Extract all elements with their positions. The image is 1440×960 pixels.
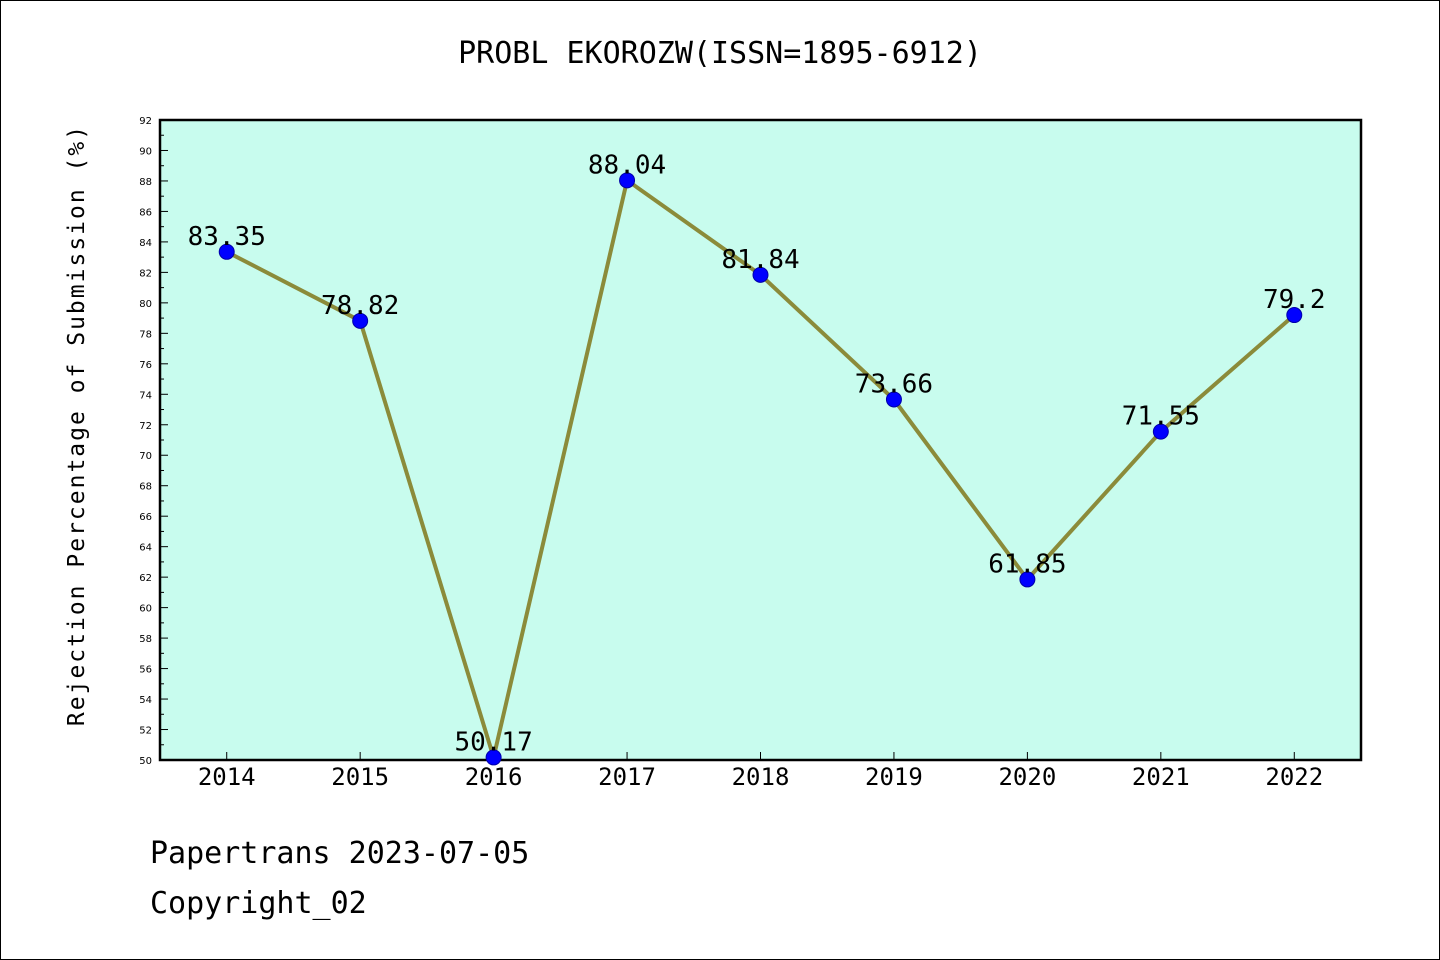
y-tick-label: 64 <box>139 543 152 554</box>
y-tick-label: 50 <box>139 756 152 767</box>
plot-area <box>158 118 1363 762</box>
data-point <box>218 243 235 260</box>
data-point <box>352 312 369 329</box>
x-tick-label: 2014 <box>198 763 256 791</box>
footer-copyright: Copyright_02 <box>150 886 367 921</box>
data-points <box>218 172 1303 766</box>
data-point <box>1152 423 1169 440</box>
x-tick-label: 2021 <box>1132 763 1190 791</box>
data-label: 79.2 <box>1263 285 1326 315</box>
y-tick-label: 90 <box>139 146 152 157</box>
y-axis: 50 52 54 56 58 60 62 64 66 68 70 72 74 76 78 80 82 84 86 88… <box>139 116 168 767</box>
y-tick-label: 56 <box>139 665 152 676</box>
data-point <box>619 172 636 189</box>
data-label: 78.82 <box>321 291 399 321</box>
x-tick-label: 2018 <box>732 763 790 791</box>
y-tick-label: 54 <box>139 695 152 706</box>
x-tick-label: 2015 <box>331 763 389 791</box>
y-tick-label: 60 <box>139 604 152 615</box>
y-tick-label: 80 <box>139 299 152 310</box>
x-tick-label: 2020 <box>998 763 1056 791</box>
y-tick-label: 68 <box>139 482 152 493</box>
data-label: 81.84 <box>721 245 799 275</box>
data-label: 88.04 <box>588 150 666 180</box>
x-axis: 2014 2015 2016 2017 2018 2019 2020 2021 2022 <box>198 752 1323 791</box>
data-label: 73.66 <box>855 369 933 399</box>
chart-title: PROBL EKOROZW(ISSN=1895-6912) <box>458 36 982 71</box>
data-point <box>1286 307 1303 324</box>
footer-date: Papertrans 2023-07-05 <box>150 836 530 871</box>
y-tick-label: 84 <box>139 238 152 249</box>
data-label: 61.85 <box>988 549 1066 579</box>
x-tick-label: 2019 <box>865 763 923 791</box>
y-tick-label: 72 <box>139 421 152 432</box>
x-tick-label: 2017 <box>598 763 656 791</box>
data-point <box>485 749 502 766</box>
y-tick-label: 82 <box>139 268 152 279</box>
data-label: 83.35 <box>188 222 266 252</box>
y-tick-label: 74 <box>139 390 152 401</box>
x-tick-label: 2016 <box>465 763 523 791</box>
y-tick-label: 92 <box>139 116 152 127</box>
y-tick-label: 76 <box>139 360 152 371</box>
y-tick-label: 58 <box>139 634 152 645</box>
data-point <box>752 266 769 283</box>
data-point <box>885 391 902 408</box>
y-tick-label: 86 <box>139 207 152 218</box>
data-labels: 83.35 78.82 50.17 88.04 81.84 73.66 61.85 71.55… <box>188 150 1326 757</box>
data-label: 50.17 <box>454 727 532 757</box>
y-tick-label: 62 <box>139 573 152 584</box>
y-tick-label: 78 <box>139 329 152 340</box>
y-tick-label: 52 <box>139 726 152 737</box>
y-axis-title: Rejection Percentage of Submission (%) <box>64 124 90 726</box>
data-point <box>1019 571 1036 588</box>
y-tick-label: 66 <box>139 512 152 523</box>
x-tick-label: 2022 <box>1265 763 1323 791</box>
y-tick-label: 88 <box>139 177 152 188</box>
data-label: 71.55 <box>1122 402 1200 432</box>
y-tick-label: 70 <box>139 451 152 462</box>
